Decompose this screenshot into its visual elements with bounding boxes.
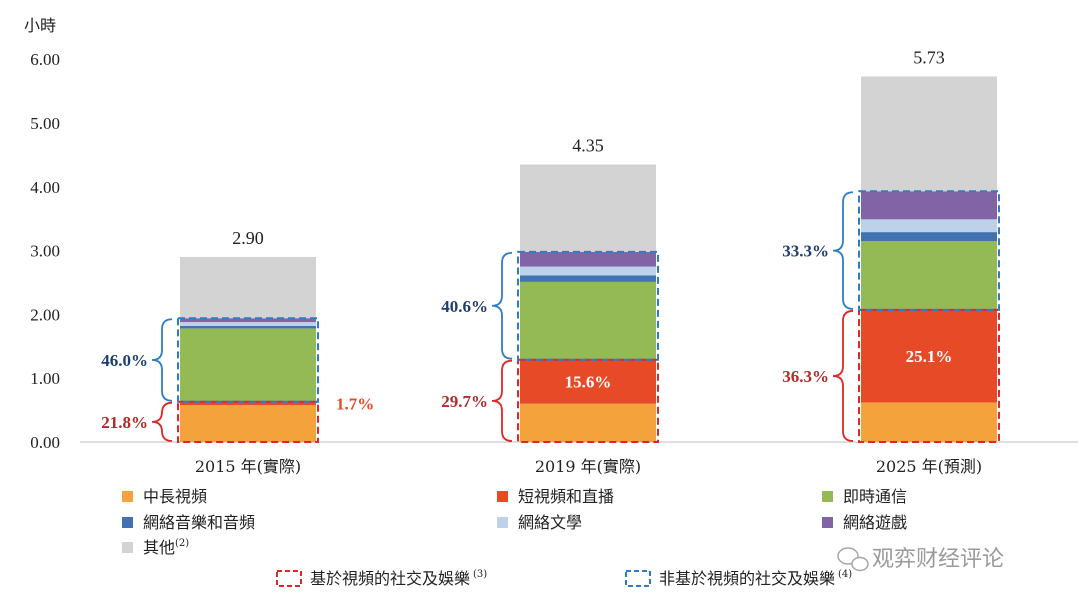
bar-segment [180, 401, 316, 405]
bar-segment [180, 322, 316, 326]
bar-segment [180, 256, 316, 319]
bar-segment [520, 164, 656, 252]
category-label: 2025 年(預測) [876, 457, 982, 476]
legend-label: 其他(2) [143, 538, 189, 557]
group-percent-label: 46.0% [101, 351, 148, 370]
segment-percent-label: 15.6% [565, 373, 612, 392]
group-brace [832, 310, 854, 442]
y-tick-label: 4.00 [30, 178, 60, 197]
bar-segment [861, 232, 997, 242]
bars [180, 76, 997, 442]
legend-label: 即時通信 [843, 487, 907, 506]
bar-segment [180, 328, 316, 402]
y-tick-label: 0.00 [30, 433, 60, 452]
group-percent-label: 29.7% [441, 392, 488, 411]
segment-percent-label: 25.1% [906, 347, 953, 366]
bar-segment [180, 318, 316, 323]
watermark: 观弈财经评论 [837, 547, 1004, 572]
legend-swatch [122, 491, 133, 502]
legend-group-label: 非基於視頻的社交及娛樂 (4) [659, 569, 852, 588]
total-label: 4.35 [572, 135, 604, 155]
legend-dashed-swatch [276, 570, 302, 587]
y-tick-label: 6.00 [30, 50, 60, 69]
bar-segment [180, 404, 316, 442]
category-label: 2019 年(實際) [535, 457, 641, 476]
side-percent-label: 1.7% [336, 395, 374, 414]
group-percent-label: 40.6% [441, 297, 488, 316]
bar-segment [861, 219, 997, 233]
legend-label: 網絡遊戲 [843, 513, 907, 532]
bar-segment [861, 309, 997, 403]
y-tick-label: 5.00 [30, 114, 60, 133]
bar-segment [520, 251, 656, 267]
bar-segment [520, 281, 656, 360]
group-percent-label: 36.3% [782, 367, 829, 386]
group-box [858, 190, 1000, 311]
bar-segment [861, 241, 997, 310]
bar-segment [520, 275, 656, 282]
group-box [517, 358, 659, 443]
bar-segment [520, 359, 656, 404]
legend-label: 網絡音樂和音頻 [143, 513, 255, 532]
group-brace [491, 251, 513, 360]
bar-segment [520, 266, 656, 276]
group-brace [151, 401, 173, 442]
wechat-icon [837, 547, 869, 572]
y-tick-label: 3.00 [30, 242, 60, 261]
legend-swatch [822, 491, 833, 502]
bar-labels: 2.90 2015 年(實際) 4.35 2019 年(實際) 15.6% 5.73 202… [101, 47, 982, 476]
y-axis-ticks: 0.00 1.00 2.00 3.00 4.00 5.00 6.00 [30, 50, 60, 452]
total-label: 2.90 [232, 228, 264, 248]
watermark-text: 观弈财经评论 [872, 547, 1004, 572]
y-tick-label: 1.00 [30, 369, 60, 388]
legend-swatch [497, 517, 508, 528]
y-tick-label: 2.00 [30, 305, 60, 324]
legend-label: 網絡文學 [518, 513, 582, 532]
group-box [177, 317, 319, 403]
total-label: 5.73 [913, 47, 945, 67]
y-axis-label: 小時 [24, 16, 56, 35]
bar-segment [861, 76, 997, 192]
category-label: 2015 年(實際) [195, 457, 301, 476]
bar-segment [520, 403, 656, 442]
group-brace [491, 359, 513, 442]
legend-dashed-swatch [625, 570, 651, 587]
legend-swatch [122, 517, 133, 528]
legend-swatch [497, 491, 508, 502]
group-brace [151, 318, 173, 402]
legend-group-label: 基於視頻的社交及娛樂 (3) [310, 569, 487, 588]
bar-segment [180, 325, 316, 329]
group-percent-label: 33.3% [782, 242, 829, 261]
bar-segment [861, 191, 997, 220]
group-box [177, 400, 319, 443]
group-brackets [151, 190, 1000, 443]
legend-swatch [822, 517, 833, 528]
bar-segment [861, 402, 997, 442]
group-box [517, 250, 659, 361]
legend-label: 短視頻和直播 [518, 487, 614, 506]
group-brace [832, 191, 854, 310]
group-percent-label: 21.8% [101, 413, 148, 432]
legend-swatch [122, 542, 133, 553]
legend-label: 中長視頻 [143, 487, 207, 506]
group-box [858, 308, 1000, 443]
